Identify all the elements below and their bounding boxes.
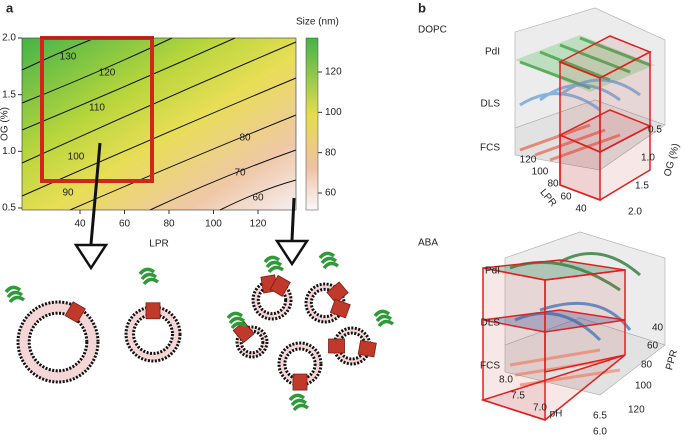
plot-title: ABA: [418, 238, 438, 249]
green-protein: [138, 267, 160, 286]
colorbar: [305, 37, 319, 211]
tick-label: 7.5: [511, 391, 525, 402]
tick-label: 1.0: [641, 153, 655, 164]
green-protein: [318, 251, 340, 270]
plot-3d-top: DOPC PdI DLS FCS 120 100 80 60 40 LPR 0.…: [418, 7, 682, 218]
tick-label: 1.5: [635, 181, 649, 192]
tick-label: 100: [532, 167, 549, 178]
lumen: [27, 311, 89, 373]
tick-label: 0.5: [648, 125, 662, 136]
colorbar-tick-label: 60: [325, 188, 337, 199]
tick-label: 6.5: [593, 411, 607, 422]
x-axis-label: LPR: [149, 239, 168, 250]
colorbar-tick-label: 120: [325, 67, 342, 78]
vesicle: [277, 341, 323, 391]
vesicle: [16, 300, 100, 384]
protein: [269, 274, 291, 297]
plot-frame: [21, 37, 297, 211]
x-tick-label: 80: [163, 219, 175, 230]
row-label: DLS: [481, 99, 501, 110]
contour-label: 100: [68, 152, 85, 163]
protein: [328, 338, 345, 354]
axes: 40 60 80 100 120 0.5 1.0 1.5 2.0: [2, 33, 267, 230]
axis-label: OG (%): [662, 142, 681, 178]
contour-label: 90: [62, 188, 74, 199]
protein: [326, 281, 349, 304]
protein: [292, 373, 308, 391]
green-protein: [4, 285, 26, 304]
axis-label: LPR: [537, 187, 558, 209]
lumen: [283, 347, 317, 381]
panel-label: b: [418, 0, 426, 15]
row-label: PdI: [485, 47, 500, 58]
tick-label: 120: [520, 155, 537, 166]
vesicle: [124, 302, 182, 363]
tick-label: 100: [635, 381, 652, 392]
tick-label: 40: [652, 323, 664, 334]
colorbar-ticks: 60 80 100 120: [318, 67, 342, 199]
vesicle: [232, 320, 269, 359]
x-tick-label: 100: [205, 219, 222, 230]
green-protein: [373, 309, 395, 328]
tick-label: 40: [575, 204, 587, 215]
vesicle: [304, 281, 351, 324]
protein: [145, 302, 161, 320]
contour-map: [22, 38, 296, 210]
green-protein: [288, 393, 310, 412]
tick-label: 6.0: [593, 427, 607, 437]
row-label: FCS: [480, 143, 500, 154]
row-label: DLS: [481, 318, 501, 329]
row-label: FCS: [480, 361, 500, 372]
tick-label: 7.0: [533, 403, 547, 414]
x-tick-label: 60: [119, 219, 131, 230]
contour-label: 70: [234, 168, 246, 179]
tick-label: 60: [647, 341, 659, 352]
protein: [64, 301, 86, 324]
tick-label: 60: [560, 192, 572, 203]
tick-label: 120: [628, 405, 645, 416]
tick-label: 2.0: [628, 207, 642, 218]
vesicle: [251, 274, 293, 321]
vesicle: [328, 326, 377, 366]
y-tick-label: 1.0: [2, 146, 16, 157]
row-label: PdI: [485, 266, 500, 277]
vesicles: [4, 251, 395, 412]
panel-label: a: [6, 0, 14, 15]
green-protein: [263, 255, 285, 274]
green-protein: [226, 311, 248, 330]
plot-title: DOPC: [418, 25, 447, 36]
contour-label: 130: [60, 52, 77, 63]
colorbar-tick-label: 100: [325, 107, 342, 118]
contour-labels: 130 120 110 100 90 80 70 60: [60, 52, 264, 204]
y-axis-label: OG (%): [0, 107, 11, 141]
axis-label: PPR: [664, 349, 680, 372]
tick-label: 80: [547, 179, 559, 190]
x-tick-label: 120: [250, 219, 267, 230]
contour-label: 60: [252, 193, 264, 204]
x-tick-label: 40: [74, 219, 86, 230]
axis-label: pH: [550, 409, 563, 420]
y-tick-label: 1.5: [2, 89, 16, 100]
plot-3d-bottom: ABA PdI DLS FCS 8.0 7.5 7.0 6.5 6.0 pH 4…: [418, 231, 680, 438]
y-tick-label: 2.0: [2, 33, 16, 44]
protein: [357, 339, 377, 358]
arrows: [73, 142, 310, 271]
tick-label: 8.0: [499, 375, 513, 386]
lumen: [132, 313, 174, 355]
contour-label: 80: [239, 133, 251, 144]
contour-label: 120: [99, 68, 116, 79]
y-tick-label: 0.5: [2, 203, 16, 214]
colorbar-title: Size (nm): [296, 17, 339, 28]
protein: [329, 298, 351, 319]
protein: [232, 320, 255, 344]
tick-label: 80: [641, 360, 653, 371]
colorbar-tick-label: 80: [325, 147, 337, 158]
contour-label: 110: [89, 103, 105, 114]
